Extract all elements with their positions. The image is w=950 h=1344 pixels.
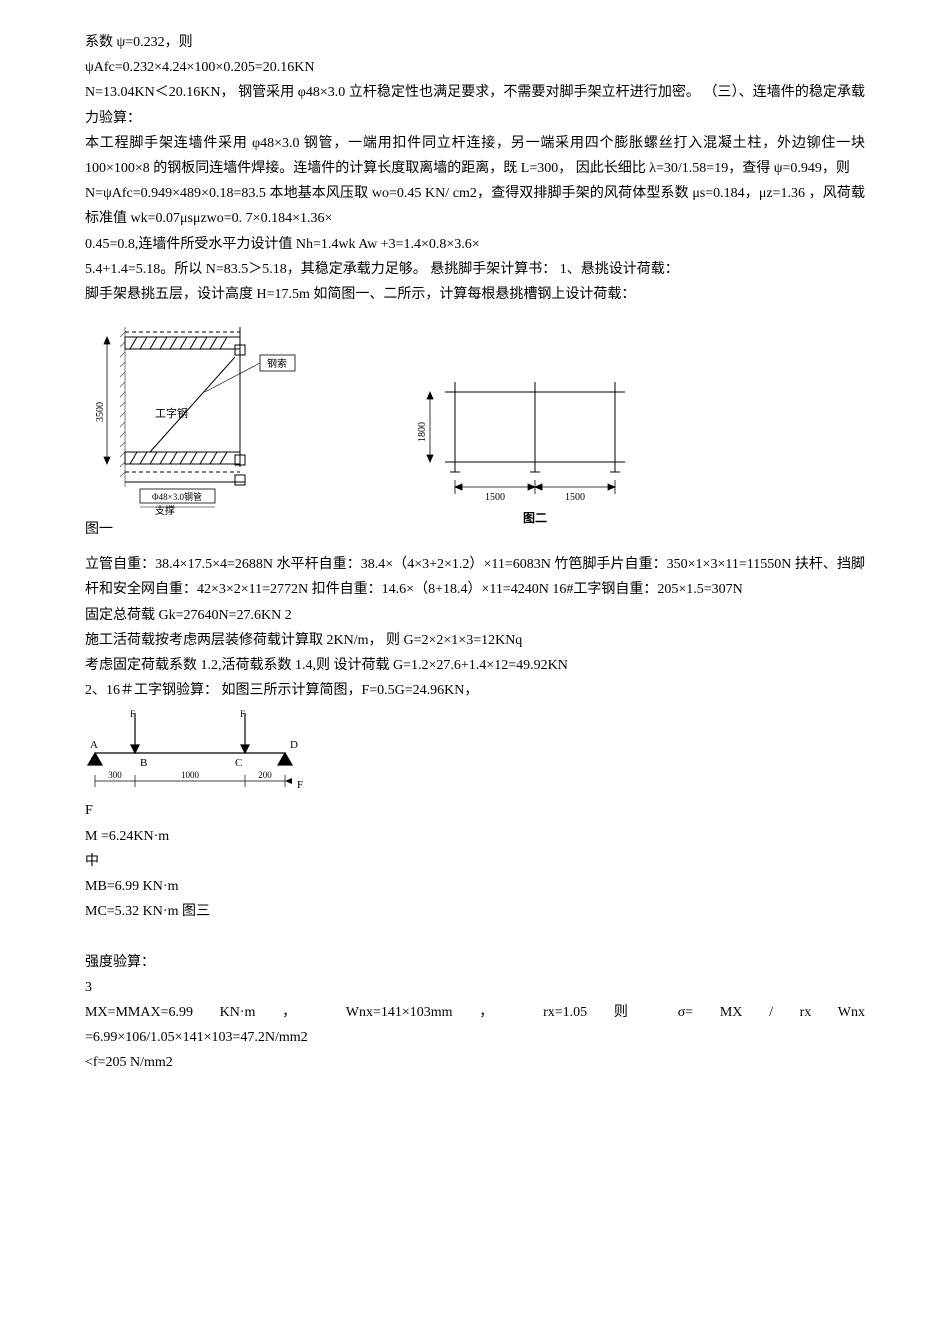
text-line: M =6.24KN·m	[85, 824, 865, 849]
text-line: N=13.04KN＜20.16KN， 钢管采用 φ48×3.0 立杆稳定性也满足…	[85, 80, 865, 130]
text-line: 2、16＃工字钢验算： 如图三所示计算简图，F=0.5G=24.96KN，	[85, 678, 865, 703]
text-line: N=ψAfc=0.949×489×0.18=83.5 本地基本风压取 wo=0.…	[85, 181, 865, 231]
pt-d: D	[290, 739, 298, 751]
diagram-row: 3500 钢索 工字钢 Φ48×3.0钢管 支撑 图一	[85, 317, 865, 542]
text-line: 3	[85, 975, 865, 1000]
text-line: 中	[85, 849, 865, 874]
diagram-2: 1800 1500 1500 图二	[395, 372, 645, 542]
dim-1500a: 1500	[485, 492, 505, 503]
force-f2: F	[240, 709, 245, 719]
text-line: =6.99×106/1.05×141×103=47.2N/mm2	[85, 1025, 865, 1050]
label-support: 支撑	[155, 504, 175, 517]
text-line: 脚手架悬挑五层，设计高度 H=17.5m 如简图一、二所示，计算每根悬挑槽钢上设…	[85, 282, 865, 307]
end-f: F	[297, 779, 303, 791]
diagram-3: F F A B C D 300 1000 200 F	[85, 703, 865, 798]
text-line: 5.4+1.4=5.18。所以 N=83.5＞5.18，其稳定承载力足够。 悬挑…	[85, 257, 865, 282]
diagram2-caption: 图二	[523, 511, 547, 525]
pt-a: A	[90, 739, 98, 751]
text-line: <f=205 N/mm2	[85, 1050, 865, 1075]
pt-c: C	[235, 757, 242, 769]
text-line: 0.45=0.8,连墙件所受水平力设计值 Nh=1.4wk Aw +3=1.4×…	[85, 232, 865, 257]
label-steel-cable: 钢索	[267, 357, 287, 370]
text-line: ψAfc=0.232×4.24×100×0.205=20.16KN	[85, 55, 865, 80]
dim-3500: 3500	[95, 402, 106, 422]
text-line: 系数 ψ=0.232，则	[85, 30, 865, 55]
text-line: 本工程脚手架连墙件采用 φ48×3.0 钢管，一端用扣件同立杆连接，另一端采用四…	[85, 131, 865, 181]
text-line: MB=6.99 KN·m	[85, 874, 865, 899]
dim-1800: 1800	[417, 422, 428, 442]
label-pipe: Φ48×3.0钢管	[152, 491, 202, 502]
text-line: 立管自重：38.4×17.5×4=2688N 水平杆自重：38.4×（4×3+2…	[85, 552, 865, 602]
force-f1: F	[130, 709, 135, 719]
text-line: 强度验算：	[85, 950, 865, 975]
text-line: 施工活荷载按考虑两层装修荷载计算取 2KN/m， 则 G=2×2×1×3=12K…	[85, 628, 865, 653]
text-line: 考虑固定荷载系数 1.2,活荷载系数 1.4,则 设计荷载 G=1.2×27.6…	[85, 653, 865, 678]
diagram-1: 3500 钢索 工字钢 Φ48×3.0钢管 支撑 图一	[85, 317, 315, 542]
pt-b: B	[140, 757, 147, 769]
text-line: F	[85, 798, 865, 823]
dim-1000: 1000	[181, 770, 200, 780]
dim-300: 300	[108, 770, 122, 780]
text-line: MC=5.32 KN·m 图三	[85, 899, 865, 924]
text-line: 固定总荷载 Gk=27640N=27.6KN 2	[85, 603, 865, 628]
dim-1500b: 1500	[565, 492, 585, 503]
text-line: MX=MMAX=6.99 KN·m ， Wnx=141×103mm ， rx=1…	[85, 1000, 865, 1025]
dim-200: 200	[258, 770, 272, 780]
diagram1-caption: 图一	[85, 517, 315, 542]
label-ibeam: 工字钢	[155, 406, 188, 420]
